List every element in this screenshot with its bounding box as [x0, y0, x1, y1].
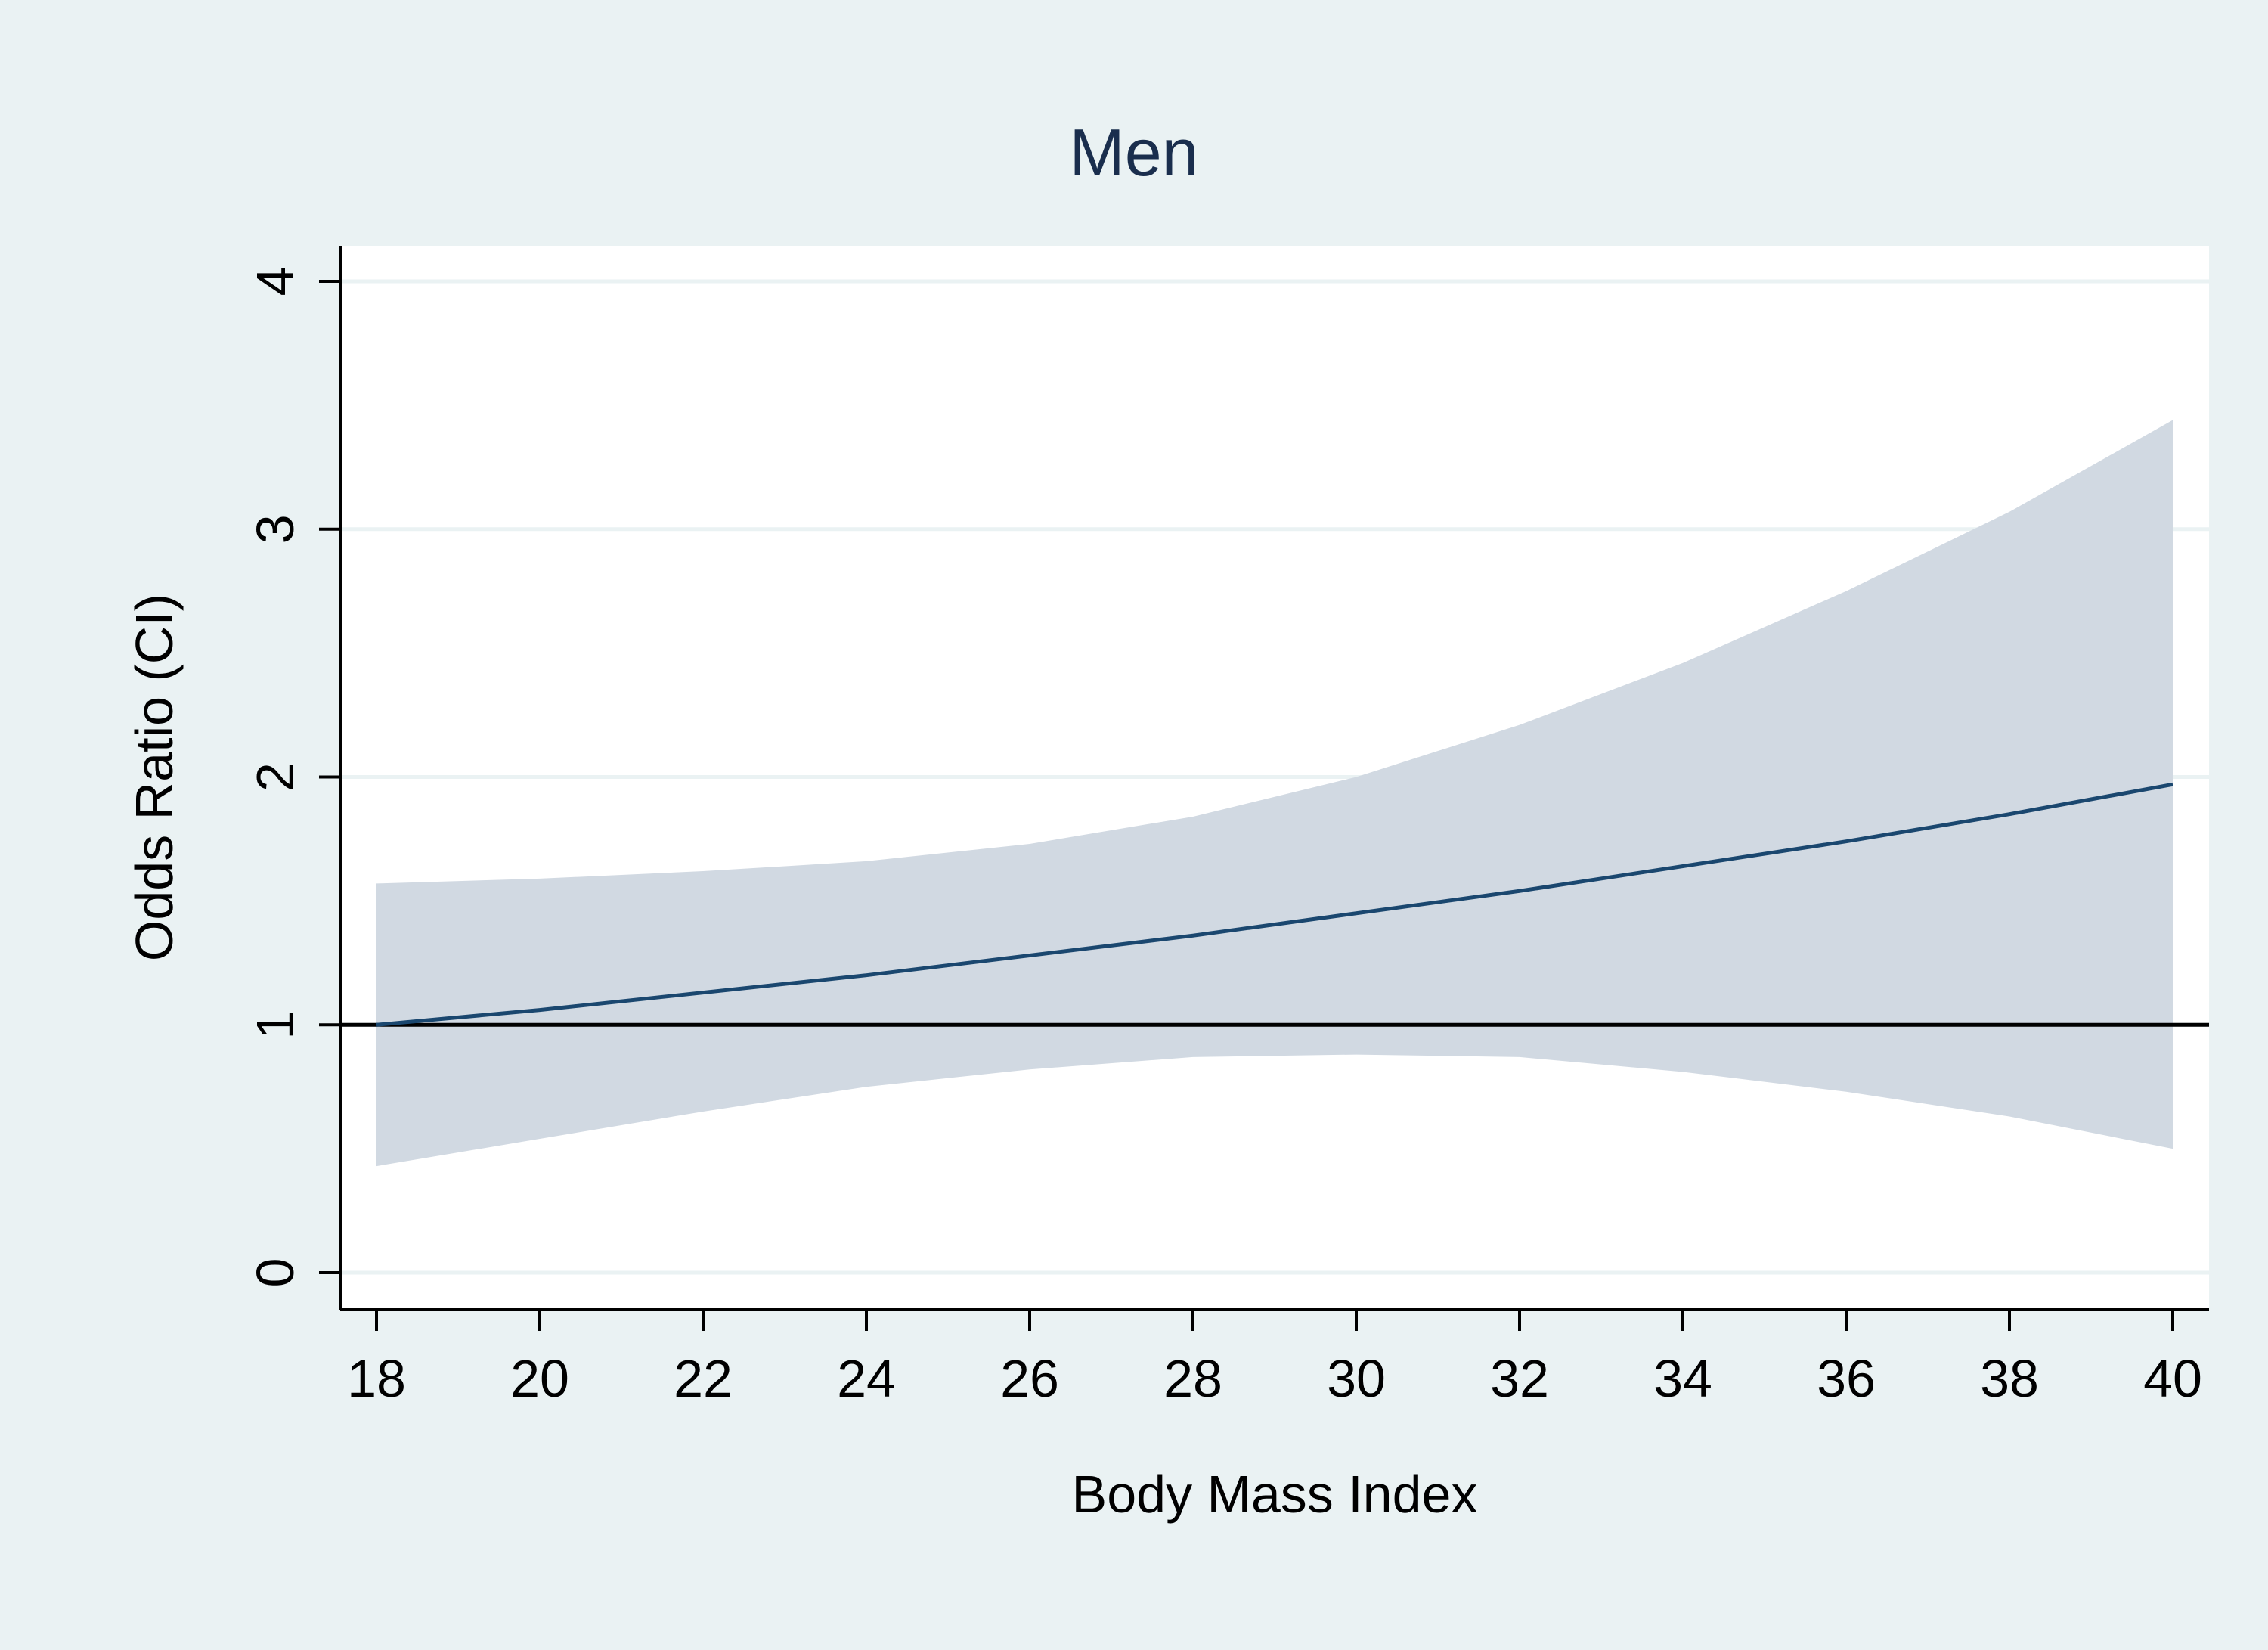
y-tick-label: 4 [246, 267, 305, 296]
x-tick-label: 28 [1163, 1349, 1222, 1408]
y-tick-label: 1 [246, 1010, 305, 1040]
x-tick-label: 20 [510, 1349, 569, 1408]
x-tick-label: 36 [1817, 1349, 1876, 1408]
x-tick-label: 40 [2143, 1349, 2202, 1408]
x-axis-label: Body Mass Index [1072, 1465, 1478, 1524]
x-tick-label: 18 [347, 1349, 406, 1408]
x-tick-label: 22 [674, 1349, 733, 1408]
x-tick-label: 26 [1000, 1349, 1059, 1408]
x-tick-label: 38 [1980, 1349, 2039, 1408]
y-tick-label: 2 [246, 762, 305, 792]
x-tick-label: 32 [1490, 1349, 1549, 1408]
chart-title: Men [1069, 115, 1198, 190]
y-tick-label: 3 [246, 514, 305, 544]
x-tick-label: 30 [1327, 1349, 1386, 1408]
y-tick-label: 0 [246, 1258, 305, 1288]
odds-ratio-line [376, 782, 2174, 1027]
x-tick-label: 24 [837, 1349, 896, 1408]
x-tick-label: 34 [1653, 1349, 1712, 1408]
y-axis-label: Odds Ratio (CI) [125, 594, 184, 961]
